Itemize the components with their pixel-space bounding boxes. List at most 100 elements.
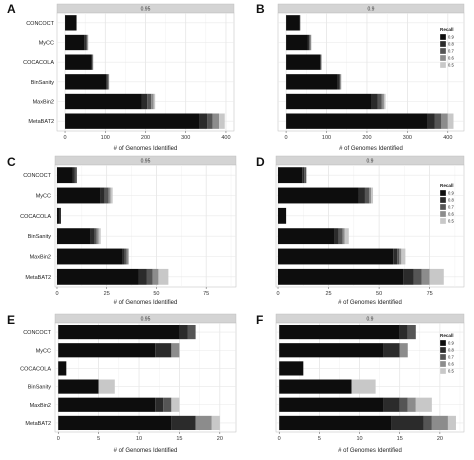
bar-segment-binsanity-recall-08	[106, 74, 108, 90]
bar-segment-maxbin2-recall-09	[56, 248, 123, 265]
x-tick-label: 25	[104, 291, 110, 297]
bar-segment-binsanity-recall-09	[56, 228, 91, 245]
bar-segment-cocacola-recall-09	[286, 54, 321, 70]
bar-segment-binsanity-recall-08	[90, 228, 95, 245]
bar-segment-metabat2-recall-07	[423, 415, 432, 431]
bar-segment-mycc-recall-08	[84, 34, 86, 51]
x-tick-label: 100	[101, 135, 110, 141]
panel-letter: B	[256, 2, 265, 16]
panel-letter: D	[256, 155, 265, 169]
x-tick-label: 20	[437, 436, 443, 442]
bar-segment-maxbin2-recall-06	[151, 93, 154, 110]
legend-title: Recall	[440, 333, 454, 338]
bar-segment-binsanity-recall-07	[339, 74, 341, 90]
facet-label: 0.95	[141, 6, 151, 12]
bar-segment-cocacola-recall-09	[56, 207, 59, 224]
legend-key	[439, 196, 447, 204]
bar-segment-metabat2-recall-07	[207, 113, 213, 129]
bar-segment-mycc-recall-06	[368, 187, 372, 204]
legend-label: 0.9	[448, 341, 454, 346]
bar-segment-maxbin2-recall-09	[278, 248, 394, 265]
bar-segment-concoct-recall-07	[74, 167, 77, 184]
bar-segment-metabat2-recall-05	[429, 268, 444, 285]
bar-segment-metabat2-recall-09	[56, 268, 139, 285]
bar-segment-maxbin2-recall-08	[383, 397, 400, 412]
bar-segment-mycc-recall-09	[286, 34, 308, 51]
bar-segment-metabat2-recall-05	[447, 113, 454, 129]
legend-title: Recall	[440, 27, 454, 32]
category-label: CONCOCT	[26, 21, 54, 27]
x-tick-label: 0	[57, 436, 60, 442]
legend-label: 0.8	[448, 198, 454, 203]
plot-area	[54, 322, 237, 433]
bar-segment-maxbin2-recall-06	[381, 93, 384, 110]
bar-segment-mycc-recall-06	[399, 343, 408, 358]
panel-d: D 0.9 0 25 50 75 # of Genomes Identified Recall…	[256, 155, 465, 306]
category-label: BinSanity	[28, 234, 51, 240]
bar-segment-metabat2-recall-08	[403, 268, 414, 285]
panel-letter: A	[7, 2, 16, 16]
bar-segment-mycc-recall-07	[85, 34, 88, 51]
legend: Recall 0.9 0.8 0.7 0.6 0.5	[439, 183, 454, 225]
bar-segment-mycc-recall-05	[110, 187, 113, 204]
x-tick-label: 10	[136, 436, 142, 442]
panel-letter: F	[256, 313, 263, 327]
x-tick-label: 15	[397, 436, 403, 442]
x-tick-label: 20	[217, 436, 223, 442]
panel-a: A 0.95 CONCOCT MyCC COCACOLA BinSanity MaxBin2…	[7, 2, 235, 152]
x-tick-label: 300	[403, 135, 412, 141]
bar-segment-maxbin2-recall-09	[65, 93, 142, 110]
bar-segment-metabat2-recall-09	[279, 415, 392, 431]
legend-label: 0.5	[448, 219, 454, 224]
category-label: MyCC	[36, 194, 51, 200]
bar-segment-maxbin2-recall-08	[155, 397, 164, 412]
bar-segment-metabat2-recall-05	[219, 113, 225, 129]
x-tick-label: 0	[64, 135, 67, 141]
bar-segment-maxbin2-recall-09	[286, 93, 371, 110]
x-axis-label: # of Genomes Identified	[114, 448, 178, 454]
bar-segment-binsanity-recall-07	[107, 74, 109, 90]
bar-segment-mycc-recall-09	[65, 34, 85, 51]
category-label: MaxBin2	[30, 403, 51, 409]
facet-label: 0.9	[367, 316, 374, 322]
bar-segment-binsanity-recall-09	[286, 74, 338, 90]
bar-segment-maxbin2-recall-06	[126, 248, 129, 265]
x-tick-label: 0	[55, 291, 58, 297]
legend-key	[439, 346, 447, 354]
x-axis-label: # of Genomes Identified	[114, 300, 178, 306]
legend-key	[439, 217, 447, 225]
legend-key	[439, 339, 447, 347]
x-tick-label: 75	[427, 291, 433, 297]
bar-segment-mycc-recall-06	[310, 34, 312, 51]
bar-segment-mycc-recall-08	[307, 34, 310, 51]
legend-label: 0.7	[448, 355, 454, 360]
bar-segment-mycc-recall-08	[155, 343, 172, 358]
bar-segment-mycc-recall-09	[278, 187, 359, 204]
bar-segment-metabat2-recall-06	[195, 415, 212, 431]
bar-segment-mycc-recall-07	[364, 187, 369, 204]
bar-segment-metabat2-recall-09	[286, 113, 428, 129]
category-label: BinSanity	[31, 80, 54, 86]
bar-segment-mycc-recall-08	[358, 187, 365, 204]
category-label: MetaBAT2	[25, 421, 51, 427]
legend-key	[439, 47, 447, 55]
bar-segment-mycc-recall-09	[279, 343, 384, 358]
bar-segment-mycc-recall-06	[171, 343, 180, 358]
category-label: CONCOCT	[23, 330, 51, 336]
x-tick-label: 400	[221, 135, 230, 141]
bar-segment-metabat2-recall-06	[212, 113, 220, 129]
category-label: COCACOLA	[20, 366, 51, 372]
bar-segment-binsanity-recall-05	[344, 228, 349, 245]
category-label: MyCC	[39, 41, 54, 47]
x-tick-label: 5	[97, 436, 100, 442]
legend-key	[439, 189, 447, 197]
bar-segment-binsanity-recall-06	[340, 74, 342, 90]
x-tick-label: 5	[318, 436, 321, 442]
x-tick-label: 300	[181, 135, 190, 141]
bar-segment-binsanity-recall-05	[98, 228, 101, 245]
bar-segment-maxbin2-recall-07	[147, 93, 152, 110]
legend-label: 0.6	[448, 212, 454, 217]
bar-segment-metabat2-recall-09	[65, 113, 200, 129]
bar-segment-maxbin2-recall-07	[163, 397, 172, 412]
